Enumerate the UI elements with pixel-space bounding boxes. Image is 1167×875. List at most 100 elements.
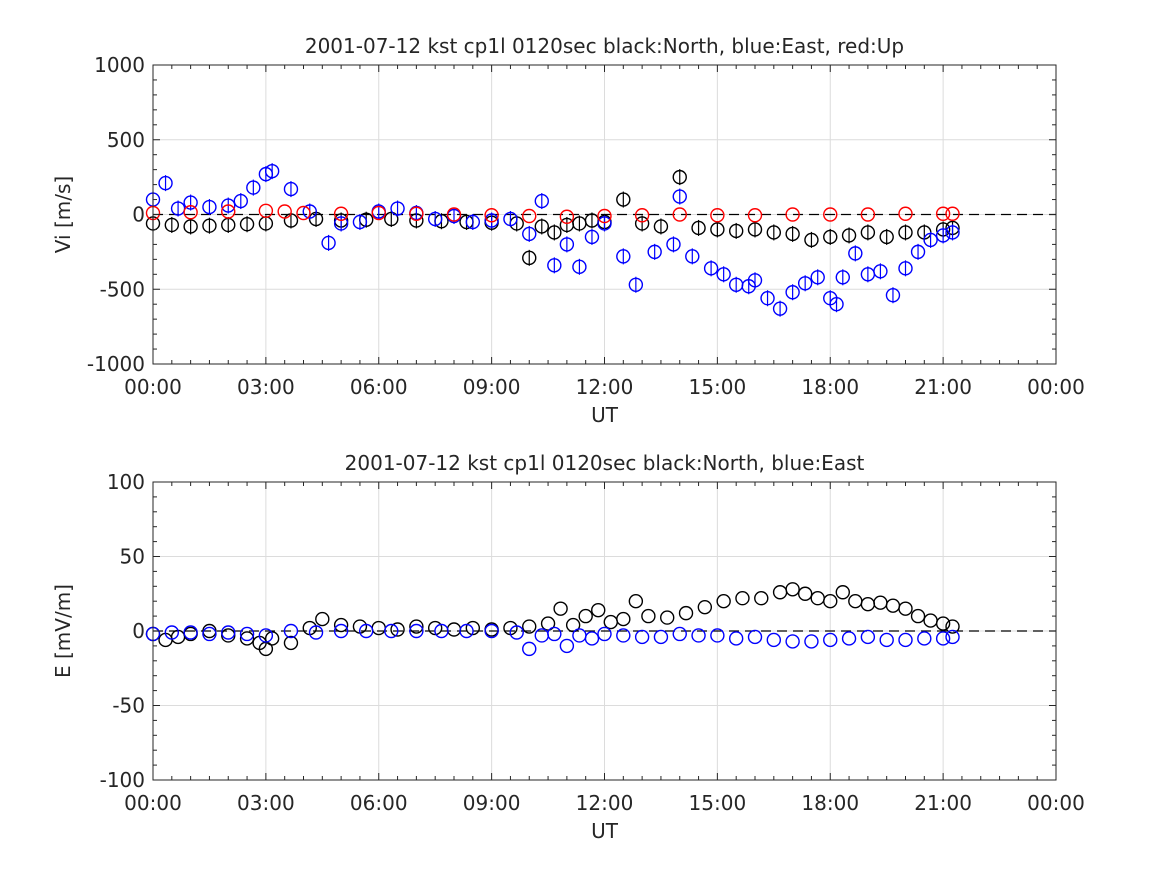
- data-point: [672, 626, 687, 642]
- x-axis-label: UT: [591, 403, 619, 427]
- e-field-panel: 00:00 03:00 06:00 09:00 12:00 15:00 18:00 21:00…: [51, 451, 1085, 843]
- data-point: [384, 211, 399, 227]
- data-point: [522, 250, 537, 266]
- data-point: [747, 273, 763, 288]
- data-point: [804, 232, 819, 248]
- data-point: [484, 623, 499, 639]
- data-point: [634, 216, 650, 231]
- data-point: [591, 602, 606, 618]
- data-point: [352, 214, 368, 230]
- data-point: [183, 195, 198, 210]
- data-point: [848, 594, 863, 609]
- data-point: [183, 205, 198, 220]
- data-point: [879, 632, 894, 648]
- data-point: [634, 629, 650, 645]
- data-point: [484, 213, 499, 228]
- data-point: [202, 199, 217, 215]
- data-point: [572, 259, 587, 275]
- x-tick-label: 03:00: [237, 375, 295, 399]
- data-point: [258, 628, 274, 643]
- series-0: [145, 582, 960, 657]
- data-point: [233, 193, 248, 209]
- data-point: [885, 288, 901, 303]
- data-point: [772, 585, 788, 600]
- y-tick-label: 500: [107, 128, 145, 152]
- y-tick-label: 100: [107, 470, 145, 494]
- data-point: [522, 208, 537, 224]
- data-point: [553, 601, 568, 616]
- chart-title: 2001-07-12 kst cp1l 0120sec black:North,…: [305, 34, 904, 58]
- data-point: [823, 207, 838, 222]
- data-point: [716, 267, 731, 282]
- data-point: [860, 225, 876, 240]
- x-tick-label: 12:00: [576, 791, 634, 815]
- data-point: [810, 270, 825, 285]
- data-point: [333, 206, 349, 221]
- data-point: [653, 219, 669, 234]
- data-point: [597, 208, 612, 224]
- data-point: [315, 611, 330, 627]
- data-point: [873, 595, 888, 610]
- chart-title: 2001-07-12 kst cp1l 0120sec black:North,…: [345, 451, 865, 475]
- y-axis-label: Vi [m/s]: [51, 176, 75, 253]
- data-point: [333, 216, 349, 231]
- data-point: [703, 261, 719, 276]
- data-point: [910, 244, 926, 260]
- data-point: [264, 163, 280, 179]
- y-tick-label: -1000: [87, 352, 145, 376]
- x-tick-label: 06:00: [350, 375, 408, 399]
- data-point: [797, 276, 813, 291]
- x-tick-label: 06:00: [350, 791, 408, 815]
- data-point: [945, 619, 960, 634]
- data-point: [597, 216, 612, 231]
- data-point: [616, 611, 631, 627]
- data-point: [848, 246, 863, 261]
- data-point: [634, 208, 650, 223]
- data-point: [823, 594, 838, 609]
- data-point: [829, 297, 844, 312]
- data-point: [910, 608, 926, 624]
- data-point: [578, 608, 593, 624]
- data-point: [797, 586, 813, 601]
- data-point: [321, 235, 336, 251]
- data-point: [183, 625, 198, 640]
- data-point: [710, 628, 725, 643]
- data-point: [239, 217, 255, 232]
- y-tick-label: 1000: [94, 53, 145, 77]
- data-point: [760, 291, 775, 306]
- data-point: [945, 629, 960, 645]
- data-point: [747, 629, 763, 645]
- data-point: [239, 631, 255, 646]
- data-point: [246, 180, 261, 195]
- data-point: [785, 285, 800, 300]
- data-point: [685, 249, 700, 264]
- data-point: [258, 203, 274, 218]
- data-point: [747, 208, 763, 223]
- data-point: [559, 237, 575, 252]
- data-point: [158, 175, 173, 191]
- data-point: [841, 631, 857, 646]
- x-tick-label: 18:00: [801, 375, 859, 399]
- data-point: [772, 301, 788, 316]
- data-point: [333, 617, 349, 633]
- data-point: [898, 261, 913, 276]
- data-point: [597, 626, 612, 642]
- data-point: [835, 270, 850, 285]
- data-point: [384, 623, 399, 639]
- x-tick-label: 00:00: [124, 375, 182, 399]
- data-point: [465, 214, 481, 230]
- data-point: [672, 189, 687, 204]
- data-point: [923, 232, 938, 248]
- data-point: [785, 582, 800, 597]
- data-point: [547, 225, 562, 240]
- data-point: [653, 629, 669, 645]
- data-point: [427, 211, 443, 227]
- data-point: [283, 181, 299, 197]
- data-point: [841, 228, 857, 243]
- data-point: [923, 613, 938, 628]
- data-point: [710, 222, 725, 237]
- data-point: [716, 594, 731, 609]
- data-point: [945, 225, 960, 240]
- data-point: [584, 229, 600, 245]
- data-point: [547, 258, 562, 273]
